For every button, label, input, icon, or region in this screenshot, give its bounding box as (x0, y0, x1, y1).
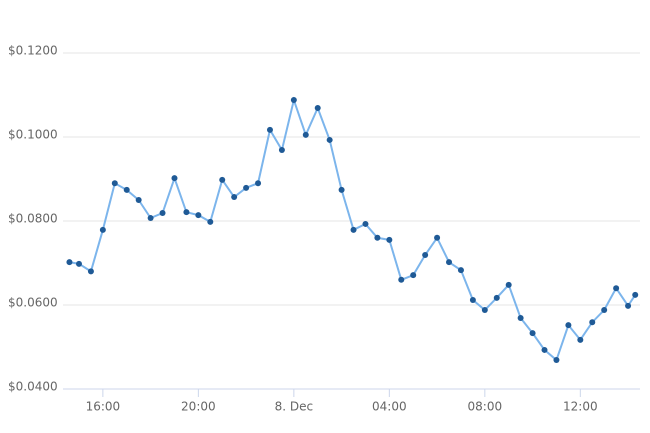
point (338, 186, 345, 193)
point (457, 267, 464, 274)
point (632, 291, 639, 298)
point (171, 175, 178, 182)
y-tick-label: $0.0800 (8, 212, 58, 226)
point (505, 281, 512, 288)
y-tick-label: $0.1200 (8, 44, 58, 58)
point (266, 126, 273, 133)
point (195, 212, 202, 219)
point (625, 302, 632, 309)
point (314, 105, 321, 112)
y-tick-label: $0.0400 (8, 380, 58, 394)
point (553, 357, 560, 364)
y-tick-label: $0.0600 (8, 296, 58, 310)
point (135, 197, 142, 203)
point (386, 236, 393, 243)
point (183, 209, 190, 216)
point (87, 268, 94, 275)
point (374, 234, 381, 241)
point (278, 147, 285, 154)
point (493, 294, 500, 301)
point (302, 131, 309, 138)
point (422, 252, 429, 259)
point (219, 176, 226, 183)
point (350, 226, 357, 233)
point (565, 322, 572, 329)
point (398, 276, 405, 283)
point (541, 346, 548, 353)
point (601, 307, 608, 314)
point (75, 260, 82, 267)
point (529, 330, 536, 337)
point (517, 315, 524, 322)
x-tick-label: 16:00 (86, 400, 121, 414)
point (446, 259, 453, 266)
point (290, 97, 297, 104)
x-tick-label: 20:00 (181, 400, 216, 414)
x-tick-label: 04:00 (372, 400, 407, 414)
point (66, 259, 73, 266)
point (255, 180, 262, 187)
point (362, 220, 369, 227)
y-tick-label: $0.1000 (8, 128, 58, 142)
point (469, 296, 476, 303)
point (99, 226, 106, 233)
point (577, 336, 584, 343)
x-tick-label: 12:00 (563, 400, 598, 414)
point (231, 194, 238, 201)
point (243, 184, 250, 191)
point (123, 186, 130, 193)
point (410, 272, 417, 279)
point (159, 210, 166, 217)
x-tick-label: 08:00 (468, 400, 503, 414)
point (589, 319, 596, 326)
point (481, 307, 488, 314)
point (207, 218, 214, 225)
x-tick-label: 8. Dec (275, 400, 313, 414)
point (434, 234, 441, 241)
point (111, 180, 118, 187)
point (147, 215, 154, 222)
point (613, 285, 620, 292)
point (326, 136, 333, 143)
